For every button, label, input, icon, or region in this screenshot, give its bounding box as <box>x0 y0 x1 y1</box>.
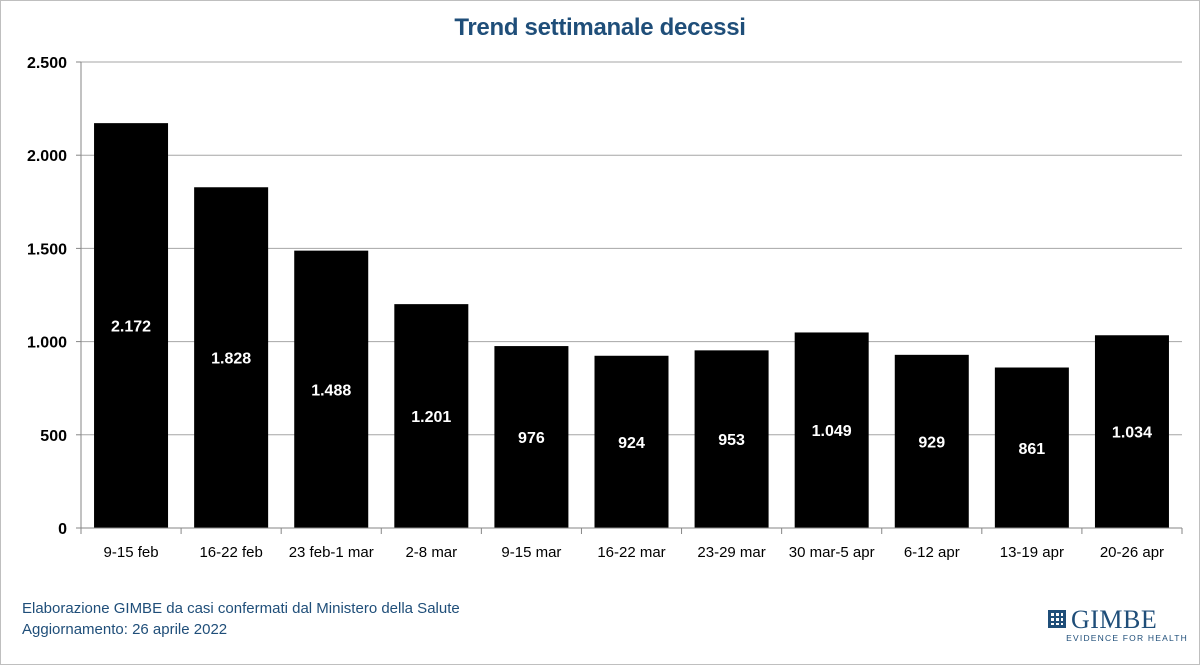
bar-value-label: 976 <box>518 430 545 447</box>
x-axis: 9-15 feb 16-22 feb 23 feb-1 mar 2-8 mar 9-15… <box>80 527 1183 561</box>
x-tick-label: 23 feb-1 mar <box>289 544 374 561</box>
footer-update: Aggiornamento: 26 aprile 2022 <box>22 621 228 638</box>
x-tick-label: 16-22 mar <box>597 544 665 561</box>
bar-value-label: 861 <box>1019 441 1046 458</box>
bar <box>494 346 569 528</box>
chart-title: Trend settimanale decessi <box>454 14 746 41</box>
bar <box>394 304 469 528</box>
bar-value-label: 1.201 <box>411 409 451 426</box>
bars: 2.172 1.828 1.488 1.201 976 924 953 1.049 929 861… <box>94 123 1169 529</box>
x-tick-label: 9-15 feb <box>104 544 159 561</box>
gimbe-logo: GIMBE EVIDENCE FOR HEALTH <box>1048 605 1188 647</box>
bar <box>894 354 969 528</box>
y-tick-label: 500 <box>40 428 67 445</box>
y-tick-label: 1.000 <box>27 335 67 352</box>
y-tick-label: 2.000 <box>27 148 67 165</box>
bar <box>794 332 869 528</box>
bar <box>994 367 1069 528</box>
gimbe-logo-mark-icon <box>1048 610 1066 628</box>
x-tick-label: 30 mar-5 apr <box>789 544 875 561</box>
x-tick-label: 23-29 mar <box>697 544 765 561</box>
bar <box>1094 335 1169 528</box>
gimbe-logo-text: GIMBE <box>1071 605 1158 634</box>
bar-value-label: 1.828 <box>211 351 251 368</box>
x-tick-label: 2-8 mar <box>405 544 457 561</box>
bar-value-label: 1.488 <box>311 382 351 399</box>
x-tick-label: 20-26 apr <box>1100 544 1164 561</box>
bar-value-label: 929 <box>918 434 945 451</box>
y-tick-label: 0 <box>58 521 67 538</box>
bar <box>294 250 369 529</box>
x-tick-label: 6-12 apr <box>904 544 960 561</box>
bar-value-label: 1.034 <box>1112 425 1152 442</box>
bar <box>194 187 269 528</box>
y-tick-label: 2.500 <box>27 55 67 72</box>
bar <box>594 355 669 528</box>
y-tick-label: 1.500 <box>27 241 67 258</box>
bar-value-label: 1.049 <box>812 423 852 440</box>
footer-source: Elaborazione GIMBE da casi confermati da… <box>22 600 460 617</box>
y-axis: 0 500 1.000 1.500 2.000 2.500 <box>27 55 82 538</box>
gimbe-logo-tagline: EVIDENCE FOR HEALTH <box>1066 633 1188 643</box>
bar <box>94 123 169 529</box>
x-tick-label: 9-15 mar <box>501 544 561 561</box>
footer: Elaborazione GIMBE da casi confermati da… <box>22 598 460 640</box>
bar-value-label: 924 <box>618 435 645 452</box>
x-tick-label: 16-22 feb <box>199 544 262 561</box>
bar <box>694 350 769 528</box>
bar-value-label: 2.172 <box>111 319 151 336</box>
x-tick-label: 13-19 apr <box>1000 544 1064 561</box>
bar-value-label: 953 <box>718 432 745 449</box>
